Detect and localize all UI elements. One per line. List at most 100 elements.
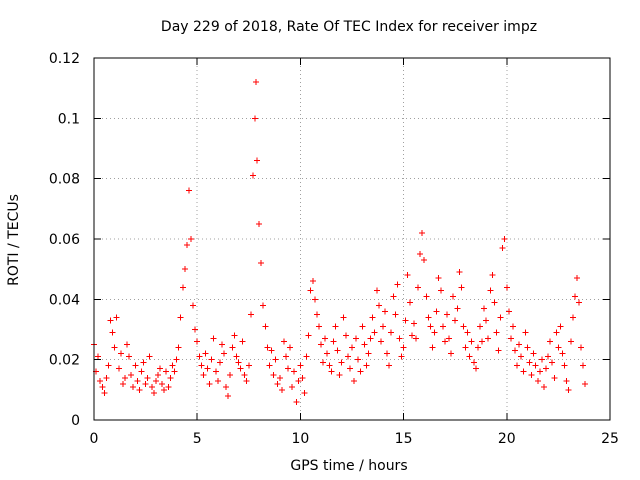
data-point-0-136: [369, 314, 376, 321]
data-point-0-130: [357, 368, 364, 375]
data-point-0-84: [262, 323, 269, 330]
data-point-0-33: [159, 380, 166, 387]
data-point-0-146: [390, 293, 397, 300]
data-point-0-181: [462, 344, 469, 351]
data-point-0-219: [540, 383, 547, 390]
data-point-0-166: [431, 329, 438, 336]
data-point-0-210: [522, 329, 529, 336]
data-point-0-148: [394, 281, 401, 288]
data-point-0-203: [507, 335, 514, 342]
data-point-0-63: [221, 350, 228, 357]
data-point-0-208: [518, 353, 525, 360]
data-point-0-85: [264, 344, 271, 351]
data-point-0-108: [311, 296, 318, 303]
axis-tick-labels: 0 5 10 15 20 25 0 0.02 0.04 0.06 0.08 0.1 0.12: [49, 51, 619, 447]
data-point-0-224: [551, 374, 558, 381]
data-point-0-222: [547, 338, 554, 345]
x-tick-label-1: 5: [193, 431, 202, 447]
data-point-0-9: [109, 329, 116, 336]
data-point-0-27: [146, 353, 153, 360]
data-point-0-206: [514, 362, 521, 369]
data-point-0-184: [468, 338, 475, 345]
data-point-0-119: [334, 347, 341, 354]
data-point-0-138: [373, 287, 380, 294]
data-point-0-30: [152, 377, 159, 384]
data-point-0-23: [138, 368, 145, 375]
y-tick-label-4: 0.08: [49, 172, 80, 188]
data-point-0-202: [505, 308, 512, 315]
axis-ticks: [93, 57, 611, 421]
data-point-0-17: [126, 353, 133, 360]
data-point-0-157: [412, 335, 419, 342]
data-point-0-223: [549, 359, 556, 366]
data-point-0-95: [285, 365, 292, 372]
data-point-0-105: [305, 332, 312, 339]
data-point-0-29: [150, 389, 157, 396]
data-point-0-230: [563, 377, 570, 384]
data-point-0-209: [520, 368, 527, 375]
data-point-0-160: [419, 229, 426, 236]
data-point-0-133: [363, 362, 370, 369]
data-point-0-53: [200, 371, 207, 378]
data-point-0-96: [287, 344, 294, 351]
data-point-0-54: [202, 350, 209, 357]
data-point-0-52: [198, 362, 205, 369]
data-point-0-239: [582, 380, 589, 387]
data-point-0-43: [179, 284, 186, 291]
data-point-0-204: [509, 323, 516, 330]
data-point-0-161: [421, 257, 428, 264]
data-point-0-28: [148, 383, 155, 390]
data-point-0-46: [185, 187, 192, 194]
roti-data-points: [91, 79, 589, 405]
y-tick-label-2: 0.04: [49, 292, 80, 308]
data-point-0-5: [101, 389, 108, 396]
data-point-0-188: [476, 323, 483, 330]
data-point-0-10: [111, 344, 118, 351]
data-point-0-56: [206, 380, 213, 387]
data-point-0-205: [512, 347, 519, 354]
data-point-0-176: [452, 317, 459, 324]
data-point-0-88: [270, 371, 277, 378]
data-point-0-147: [392, 311, 399, 318]
data-point-0-99: [293, 398, 300, 405]
data-point-0-19: [130, 383, 137, 390]
data-point-0-97: [289, 383, 296, 390]
data-point-0-167: [433, 308, 440, 315]
data-point-0-155: [408, 332, 415, 339]
data-point-0-70: [235, 359, 242, 366]
data-point-0-194: [489, 272, 496, 279]
data-point-0-51: [196, 353, 203, 360]
data-point-0-78: [251, 115, 258, 122]
data-point-0-38: [169, 362, 176, 369]
data-point-0-107: [309, 278, 316, 285]
data-point-0-190: [481, 305, 488, 312]
data-point-0-116: [328, 368, 335, 375]
data-point-0-41: [175, 344, 182, 351]
data-point-0-169: [437, 287, 444, 294]
data-point-0-174: [448, 350, 455, 357]
data-point-0-104: [303, 353, 310, 360]
data-point-0-163: [425, 314, 432, 321]
data-point-0-143: [384, 350, 391, 357]
y-tick-label-1: 0.02: [49, 353, 80, 369]
data-point-0-75: [245, 362, 252, 369]
data-point-0-13: [117, 350, 124, 357]
data-point-0-150: [398, 353, 405, 360]
data-point-0-165: [429, 344, 436, 351]
data-point-0-40: [173, 356, 180, 363]
data-point-0-7: [105, 362, 112, 369]
data-point-0-211: [524, 344, 531, 351]
data-point-0-8: [107, 317, 114, 324]
data-point-0-89: [272, 356, 279, 363]
data-point-0-2: [95, 353, 102, 360]
data-point-0-135: [367, 335, 374, 342]
data-point-0-198: [497, 314, 504, 321]
data-point-0-50: [194, 338, 201, 345]
data-point-0-77: [249, 172, 256, 179]
data-point-0-20: [132, 362, 139, 369]
data-point-0-118: [332, 323, 339, 330]
data-point-0-180: [460, 323, 467, 330]
data-point-0-149: [396, 335, 403, 342]
data-point-0-125: [346, 365, 353, 372]
